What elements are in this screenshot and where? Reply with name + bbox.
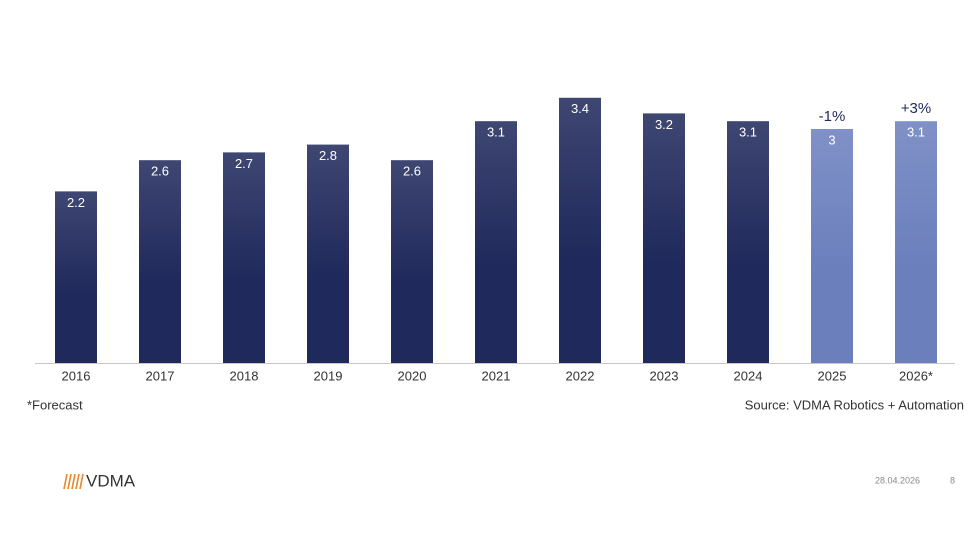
bar-shine	[643, 113, 685, 364]
bar-shine	[391, 160, 433, 363]
x-tick-label: 2023	[650, 368, 679, 383]
value-label: 2.6	[151, 164, 169, 179]
x-tick-label: 2025	[818, 368, 847, 383]
bar-shine	[559, 97, 601, 364]
date: 28.04.2026	[875, 475, 920, 485]
source: Source: VDMA Robotics + Automation	[745, 397, 964, 412]
bar-shine	[811, 129, 853, 363]
x-tick-label: 2016	[62, 368, 91, 383]
value-label: 3.4	[571, 101, 589, 116]
annotation: -1%	[819, 108, 846, 125]
value-label: 2.7	[235, 156, 253, 171]
value-label: 3.2	[655, 117, 673, 132]
x-tick-label: 2024	[734, 368, 763, 383]
annotation: +3%	[901, 100, 931, 117]
bar-shine	[475, 121, 517, 363]
bar-shine	[223, 152, 265, 363]
bar-shine	[895, 121, 937, 363]
bar-shine	[307, 144, 349, 363]
bar-shine	[139, 160, 181, 363]
x-tick-label: 2018	[230, 368, 259, 383]
x-tick-label: 2021	[482, 368, 511, 383]
value-label: 3.1	[487, 125, 505, 140]
logo-icon	[63, 473, 84, 490]
value-label: 2.2	[67, 195, 85, 210]
logo-text: VDMA	[86, 471, 136, 490]
x-tick-label: 2019	[314, 368, 343, 383]
footnote: *Forecast	[27, 397, 83, 412]
x-tick-label: 2017	[146, 368, 175, 383]
value-label: 2.8	[319, 148, 337, 163]
value-label: 3.1	[739, 125, 757, 140]
bar-shine	[727, 121, 769, 363]
value-label: 3	[828, 132, 835, 147]
x-tick-label: 2020	[398, 368, 427, 383]
x-tick-label: 2022	[566, 368, 595, 383]
logo: VDMA	[63, 471, 136, 490]
value-label: 3.1	[907, 125, 925, 140]
value-label: 2.6	[403, 164, 421, 179]
bar-shine	[55, 191, 97, 363]
page-number: 8	[950, 475, 955, 485]
x-tick-label: 2026*	[899, 368, 933, 383]
